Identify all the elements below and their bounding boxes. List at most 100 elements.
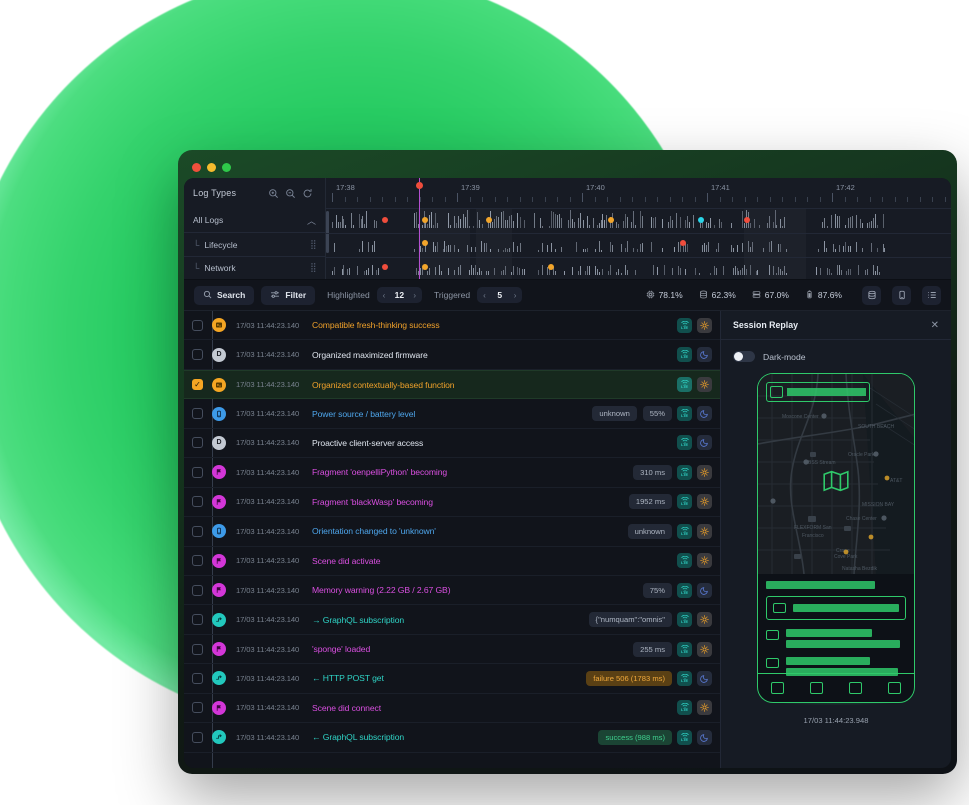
log-row[interactable]: D 17/03 11:44:23.140 Organized maximized f… bbox=[184, 340, 720, 370]
network-lte-badge[interactable]: LTE bbox=[677, 670, 692, 686]
log-row-checkbox[interactable] bbox=[192, 555, 203, 567]
chevron-up-icon[interactable]: ︿ bbox=[306, 215, 316, 226]
network-lte-badge[interactable]: LTE bbox=[677, 406, 692, 422]
network-lte-badge[interactable]: LTE bbox=[677, 464, 692, 480]
playhead-marker-icon[interactable] bbox=[416, 182, 423, 189]
log-row-checkbox[interactable] bbox=[192, 408, 203, 420]
dark-mode-badge[interactable] bbox=[697, 582, 712, 598]
network-lte-badge[interactable]: LTE bbox=[677, 582, 692, 598]
network-lte-badge[interactable]: LTE bbox=[677, 435, 692, 451]
log-row[interactable]: 17/03 11:44:23.140 Scene did activate LTE bbox=[184, 547, 720, 576]
light-mode-badge[interactable] bbox=[697, 523, 712, 539]
log-row[interactable]: 17/03 11:44:23.140 Power source / battery… bbox=[184, 399, 720, 429]
dark-mode-switch[interactable] bbox=[733, 351, 755, 362]
phone-map-area[interactable]: Moscone Center SOUTH BEACH Oracle Park A… bbox=[758, 374, 914, 574]
list-view-button[interactable] bbox=[922, 285, 941, 305]
timeline-event-marker[interactable] bbox=[422, 263, 428, 270]
filter-button[interactable]: Filter bbox=[261, 285, 316, 305]
phone-tab-icon[interactable] bbox=[771, 682, 784, 694]
window-close-button[interactable] bbox=[192, 162, 201, 172]
highlighted-stepper[interactable]: ‹ 12 › bbox=[376, 287, 423, 303]
log-row-checkbox[interactable] bbox=[192, 496, 203, 508]
dark-mode-badge[interactable] bbox=[697, 670, 712, 686]
network-lte-badge[interactable]: LTE bbox=[677, 523, 692, 539]
device-view-button[interactable] bbox=[892, 285, 911, 305]
log-row[interactable]: 17/03 11:44:23.140 ← GraphQL subscription… bbox=[184, 723, 720, 753]
network-lte-badge[interactable]: LTE bbox=[677, 494, 692, 510]
drag-handle-icon[interactable]: ⣿ bbox=[310, 262, 318, 273]
timeline-track-lifecycle[interactable] bbox=[326, 233, 951, 257]
timeline-event-marker[interactable] bbox=[422, 240, 428, 246]
dark-mode-toggle-row[interactable]: Dark-mode bbox=[721, 340, 951, 373]
light-mode-badge[interactable] bbox=[697, 317, 712, 333]
timeline-event-marker[interactable] bbox=[548, 263, 554, 270]
timeline-event-marker[interactable] bbox=[422, 217, 428, 223]
log-row-checkbox[interactable] bbox=[192, 702, 203, 714]
timeline-event-marker[interactable] bbox=[680, 240, 686, 246]
light-mode-badge[interactable] bbox=[697, 377, 712, 393]
network-lte-badge[interactable]: LTE bbox=[677, 641, 692, 657]
stack-view-button[interactable] bbox=[862, 285, 881, 305]
zoom-in-icon[interactable] bbox=[265, 185, 282, 202]
log-row-checkbox[interactable] bbox=[192, 584, 203, 596]
network-lte-badge[interactable]: LTE bbox=[677, 612, 692, 628]
light-mode-badge[interactable] bbox=[697, 464, 712, 480]
log-row[interactable]: 17/03 11:44:23.140 Scene did connect LTE bbox=[184, 694, 720, 724]
timeline-event-marker[interactable] bbox=[382, 263, 388, 270]
phone-featured-card[interactable] bbox=[766, 596, 906, 620]
light-mode-badge[interactable] bbox=[697, 612, 712, 628]
log-row[interactable]: 17/03 11:44:23.140 Memory warning (2.22 G… bbox=[184, 576, 720, 606]
log-type-network[interactable]: └ Network ⣿ bbox=[184, 255, 325, 279]
network-lte-badge[interactable]: LTE bbox=[677, 377, 692, 393]
log-type-lifecycle[interactable]: └ Lifecycle ⣿ bbox=[184, 232, 325, 255]
phone-tab-icon[interactable] bbox=[849, 682, 862, 694]
network-lte-badge[interactable]: LTE bbox=[677, 700, 692, 716]
phone-mockup[interactable]: Moscone Center SOUTH BEACH Oracle Park A… bbox=[757, 373, 915, 703]
light-mode-badge[interactable] bbox=[697, 494, 712, 510]
window-zoom-button[interactable] bbox=[222, 162, 231, 172]
log-row-checkbox[interactable] bbox=[192, 466, 203, 478]
log-type-all-logs[interactable]: All Logs ︿ bbox=[184, 209, 329, 253]
log-row-checkbox[interactable] bbox=[192, 643, 203, 655]
log-row[interactable]: 17/03 11:44:23.140 Organized contextually… bbox=[184, 369, 720, 400]
timeline-event-marker[interactable] bbox=[486, 217, 492, 223]
timeline-tracks[interactable]: 17:38 17:39 17:40 17:41 17:42 bbox=[326, 178, 951, 279]
log-list[interactable]: 17/03 11:44:23.140 Compatible fresh-think… bbox=[184, 311, 720, 768]
log-row[interactable]: 17/03 11:44:23.140 Fragment 'oenpelliPyth… bbox=[184, 458, 720, 488]
window-minimize-button[interactable] bbox=[207, 162, 216, 172]
log-row[interactable]: D 17/03 11:44:23.140 Proactive client-serv… bbox=[184, 429, 720, 459]
log-row[interactable]: 17/03 11:44:23.140 'sponge' loaded 255 ms L… bbox=[184, 635, 720, 665]
light-mode-badge[interactable] bbox=[697, 641, 712, 657]
chevron-right-icon[interactable]: › bbox=[513, 290, 517, 300]
timeline-event-marker[interactable] bbox=[382, 217, 388, 223]
drag-handle-icon[interactable]: ⣿ bbox=[310, 239, 318, 249]
log-row-checkbox[interactable] bbox=[192, 319, 203, 331]
log-row[interactable]: 17/03 11:44:23.140 ← HTTP POST get failure… bbox=[184, 664, 720, 694]
timeline-track-all-logs[interactable] bbox=[326, 209, 951, 233]
phone-tab-icon[interactable] bbox=[810, 682, 823, 694]
dark-mode-badge[interactable] bbox=[697, 406, 712, 422]
timeline-event-marker[interactable] bbox=[744, 217, 750, 223]
timeline-scrollbar[interactable] bbox=[326, 210, 329, 253]
log-row[interactable]: 17/03 11:44:23.140 Fragment 'blackWasp' b… bbox=[184, 488, 720, 518]
dark-mode-badge[interactable] bbox=[697, 729, 712, 745]
close-icon[interactable]: ✕ bbox=[930, 319, 939, 331]
log-row-checkbox[interactable] bbox=[192, 437, 203, 449]
phone-list-item[interactable] bbox=[766, 629, 906, 648]
log-row[interactable]: 17/03 11:44:23.140 Compatible fresh-think… bbox=[184, 311, 720, 341]
phone-list-item[interactable] bbox=[766, 657, 906, 676]
log-row[interactable]: 17/03 11:44:23.140 → GraphQL subscription… bbox=[184, 605, 720, 635]
chevron-left-icon[interactable]: ‹ bbox=[483, 290, 486, 300]
timeline-playhead[interactable] bbox=[419, 178, 420, 279]
triggered-stepper[interactable]: ‹ 5 › bbox=[477, 287, 523, 303]
timeline-event-marker[interactable] bbox=[608, 217, 614, 223]
zoom-out-icon[interactable] bbox=[282, 185, 299, 202]
log-row-checkbox[interactable] bbox=[192, 379, 203, 391]
refresh-icon[interactable] bbox=[299, 185, 316, 202]
search-button[interactable]: Search bbox=[194, 285, 255, 305]
light-mode-badge[interactable] bbox=[697, 700, 712, 716]
log-row-checkbox[interactable] bbox=[192, 349, 203, 361]
light-mode-badge[interactable] bbox=[697, 553, 712, 569]
log-row-checkbox[interactable] bbox=[192, 731, 203, 743]
network-lte-badge[interactable]: LTE bbox=[677, 347, 692, 363]
